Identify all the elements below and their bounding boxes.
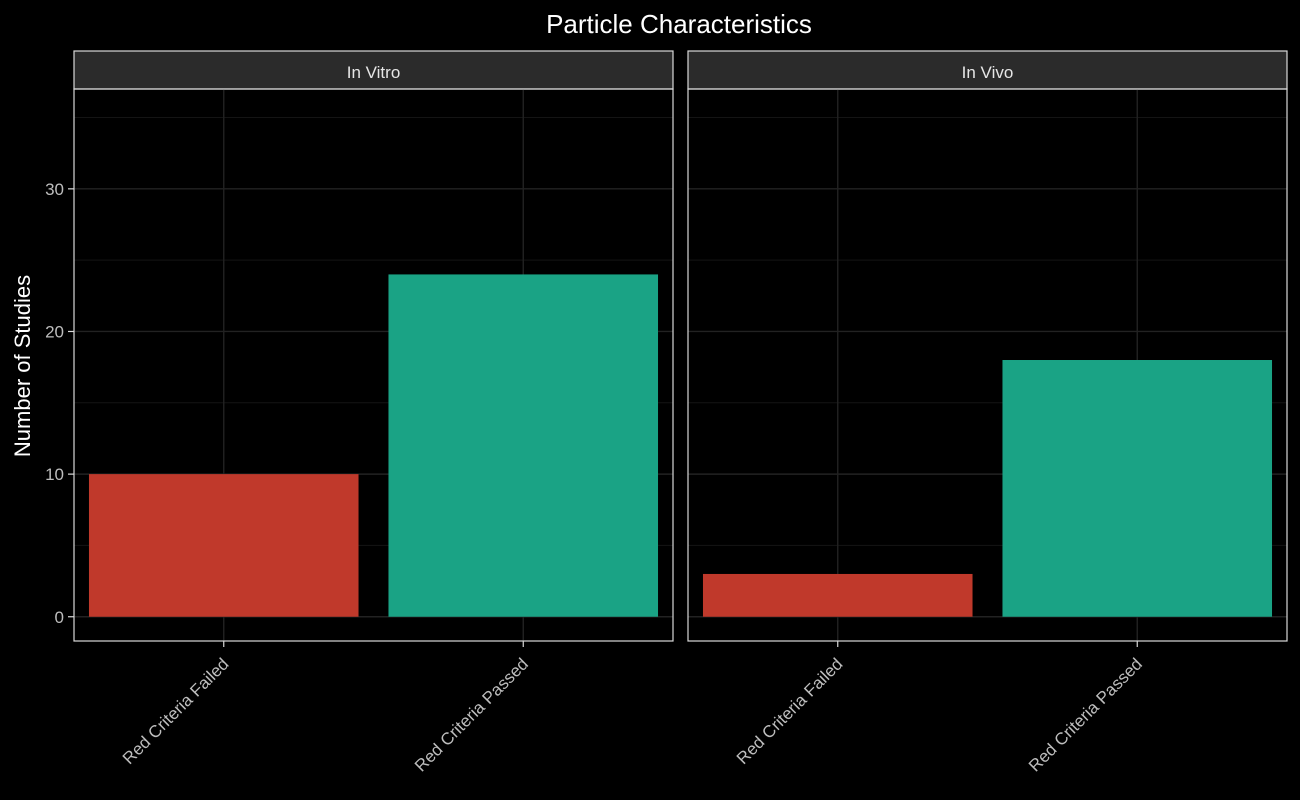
- facet-strip: [73, 50, 674, 90]
- x-tick-label: Red Criteria Failed: [733, 654, 847, 768]
- bar-red-criteria-passed: [388, 274, 659, 617]
- facet-strip-label: In Vitro: [347, 63, 401, 82]
- x-tick-label: Red Criteria Failed: [119, 654, 233, 768]
- panel-border: [73, 88, 674, 642]
- bar-red-criteria-passed: [1002, 360, 1273, 617]
- y-axis-label: Number of Studies: [10, 275, 35, 457]
- x-tick-label: Red Criteria Passed: [411, 654, 532, 775]
- facet-strip: [687, 50, 1288, 90]
- panel-border: [687, 88, 1288, 642]
- bar-red-criteria-failed: [702, 573, 973, 617]
- facet-strip-label: In Vivo: [962, 63, 1014, 82]
- y-tick-label: 20: [45, 322, 64, 341]
- y-tick-label: 10: [45, 465, 64, 484]
- x-tick-label: Red Criteria Passed: [1025, 654, 1146, 775]
- chart-title: Particle Characteristics: [546, 9, 812, 39]
- panel-in-vivo: In Vivo Red Criteria Failed Red Criteria P…: [687, 50, 1288, 775]
- y-tick-label: 0: [55, 608, 64, 627]
- panel-in-vitro: In Vitro Red Criteria Failed Red Criteria …: [45, 50, 674, 775]
- bar-red-criteria-failed: [88, 474, 359, 617]
- y-tick-label: 30: [45, 180, 64, 199]
- panels: In Vitro Red Criteria Failed Red Criteria …: [45, 50, 1288, 775]
